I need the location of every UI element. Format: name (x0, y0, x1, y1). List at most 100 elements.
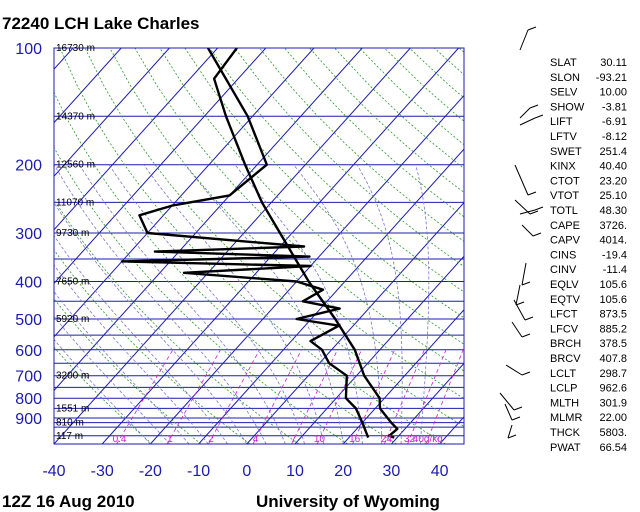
moist-adiabat (54, 235, 228, 444)
mixing-ratio-line (383, 349, 425, 444)
isotherm-line (198, 148, 464, 444)
height-labels: 16730 m 14370 m 12560 m 11070 m 9730 m 7650 m… (56, 43, 95, 442)
index-name: SLAT (550, 57, 577, 69)
index-value: 407.8 (599, 353, 627, 365)
index-name: SHOW (550, 101, 585, 113)
wind-barb-flag (521, 371, 531, 376)
wind-barb (521, 262, 527, 286)
moist-adiabat (54, 264, 209, 444)
index-value: 251.4 (599, 146, 627, 158)
wind-barb-flag (534, 114, 544, 119)
index-value: 885.2 (599, 323, 627, 335)
index-value: 30.11 (600, 57, 627, 69)
height-label: 14370 m (56, 111, 95, 122)
background-grid (54, 48, 464, 444)
index-name: PWAT (550, 442, 581, 454)
dry-adiabat (54, 146, 348, 444)
index-name: CTOT (550, 175, 580, 187)
height-label: 1551 m (56, 403, 89, 414)
index-value: -93.21 (596, 72, 627, 84)
mixing-ratio-line (208, 349, 260, 444)
dry-adiabat (134, 48, 464, 372)
dry-adiabat (54, 91, 397, 444)
index-value: 66.54 (599, 442, 627, 454)
temperature-tick-label: -20 (139, 463, 162, 480)
index-name: EQLV (550, 279, 579, 291)
wind-barb (513, 299, 526, 321)
isotherm-line (391, 362, 464, 444)
index-name: LFTV (550, 131, 578, 143)
plot-frame (53, 47, 465, 445)
index-value: -19.4 (602, 249, 627, 261)
temperature-trace (212, 48, 399, 439)
dry-adiabat (309, 48, 464, 193)
isotherm-line (54, 48, 363, 392)
dry-adiabat (54, 249, 251, 444)
wind-barb (515, 284, 521, 306)
dry-adiabat (284, 48, 464, 218)
index-value: 4014. (599, 235, 627, 247)
mixing-ratio-label: 2 (208, 434, 214, 445)
moist-adiabat (143, 164, 325, 444)
isotherm-line (54, 48, 411, 444)
index-name: SLON (550, 72, 580, 84)
isotherm-line (150, 94, 464, 444)
index-name: TOTL (550, 205, 578, 217)
moist-adiabat (293, 164, 383, 444)
index-value: 23.20 (599, 175, 627, 187)
index-value: 301.9 (599, 397, 627, 409)
index-name: BRCH (550, 338, 581, 350)
temperature-tick-label: -10 (187, 463, 210, 480)
pressure-tick-label: 100 (15, 41, 42, 58)
index-value: 873.5 (599, 309, 627, 321)
pressure-tick-label: 300 (15, 226, 42, 243)
index-name: CINV (550, 264, 577, 276)
wind-barb (505, 364, 523, 376)
temperature-tick-label: 30 (383, 463, 401, 480)
mixing-ratio-label: 4 (253, 434, 259, 445)
isotherm-line (54, 48, 170, 177)
moist-adiabat (54, 201, 248, 444)
temperature-tick-label: 20 (334, 463, 352, 480)
observation-time: 12Z 16 Aug 2010 (2, 492, 135, 511)
temperature-tick-label: -40 (42, 463, 65, 480)
wind-barb-flag (529, 210, 539, 215)
wind-barb-flag (532, 232, 542, 237)
index-name: MLMR (550, 412, 582, 424)
dry-adiabat (109, 48, 464, 399)
index-value: -8.12 (602, 131, 627, 143)
pressure-tick-label: 500 (15, 312, 42, 329)
temperature-tick-label: -30 (91, 463, 114, 480)
isotherm-line (54, 48, 218, 231)
moist-adiabat (234, 164, 363, 444)
index-name: VTOT (550, 190, 579, 202)
dry-adiabat (259, 48, 464, 242)
index-value: 105.6 (599, 294, 627, 306)
index-name: SWET (550, 146, 582, 158)
sounding-profiles (120, 48, 399, 439)
index-name: CAPV (550, 235, 581, 247)
moist-adiabat (79, 164, 286, 444)
mixing-ratio-line (352, 349, 396, 444)
index-value: 298.7 (599, 368, 627, 380)
wind-barb (504, 403, 513, 421)
mixing-ratio-label: 32 (404, 434, 416, 445)
index-name: KINX (550, 161, 576, 173)
index-value: 105.6 (599, 279, 627, 291)
height-label: 9730 m (56, 228, 89, 239)
index-name: EQTV (550, 294, 581, 306)
dry-adiabat (54, 198, 300, 444)
pressure-tick-label: 700 (15, 369, 42, 386)
height-label: 11070 m (56, 197, 94, 208)
pressure-tick-label: 900 (15, 411, 42, 428)
mixing-ratio-line (252, 349, 302, 444)
wind-barb (511, 321, 523, 338)
index-value: 22.00 (599, 412, 627, 424)
mixing-ratio-line (316, 349, 362, 444)
index-value: 40.40 (599, 161, 627, 173)
isotherm-line (246, 201, 464, 444)
index-value: 5803. (599, 427, 627, 439)
moist-adiabat (356, 164, 403, 444)
wind-barb-flag (524, 316, 534, 321)
mixing-ratio-label: 10 (314, 434, 326, 445)
